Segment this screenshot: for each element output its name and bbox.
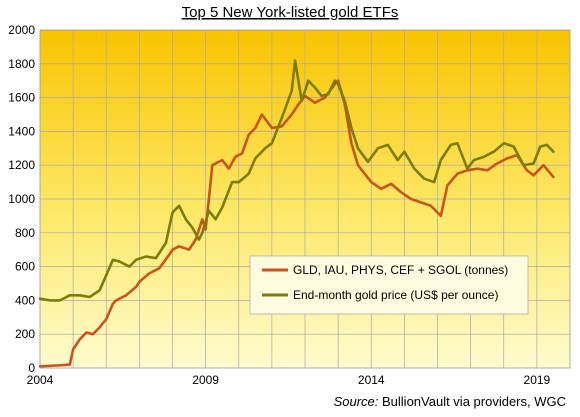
chart-title: Top 5 New York-listed gold ETFs	[182, 4, 399, 21]
y-axis-tick-labels: 0 200 400 600 800 1000 1200 1400 1600 1800 2000	[8, 23, 35, 375]
y-tick-label: 200	[15, 327, 35, 341]
x-axis-tick-labels: 2004 2009 2014 2019	[27, 373, 551, 387]
series-lines	[38, 59, 555, 368]
y-tick-label: 800	[15, 226, 35, 240]
source-note: Source: BullionVault via providers, WGC	[334, 394, 566, 409]
y-tick-label: 1000	[8, 192, 35, 206]
legend-label-tonnes: GLD, IAU, PHYS, CEF + SGOL (tonnes)	[293, 263, 508, 277]
x-tick-label: 2009	[192, 373, 219, 387]
y-tick-label: 1400	[8, 124, 35, 138]
y-tick-label: 1200	[8, 158, 35, 172]
y-tick-label: 400	[15, 293, 35, 307]
x-tick-label: 2014	[358, 373, 385, 387]
source-text: BullionVault via providers, WGC	[378, 394, 566, 409]
source-prefix: Source:	[334, 394, 379, 409]
y-tick-label: 600	[15, 260, 35, 274]
y-tick-label: 1600	[8, 91, 35, 105]
legend: GLD, IAU, PHYS, CEF + SGOL (tonnes) End-…	[249, 255, 529, 315]
legend-label-price: End-month gold price (US$ per ounce)	[293, 288, 498, 302]
y-tick-label: 2000	[8, 23, 35, 37]
y-tick-label: 0	[28, 361, 35, 375]
legend-box	[249, 255, 529, 315]
y-tick-label: 1800	[8, 57, 35, 71]
series-line-gold-price	[38, 59, 555, 302]
x-tick-label: 2004	[27, 373, 54, 387]
x-tick-label: 2019	[524, 373, 551, 387]
grid-lines	[40, 30, 570, 368]
